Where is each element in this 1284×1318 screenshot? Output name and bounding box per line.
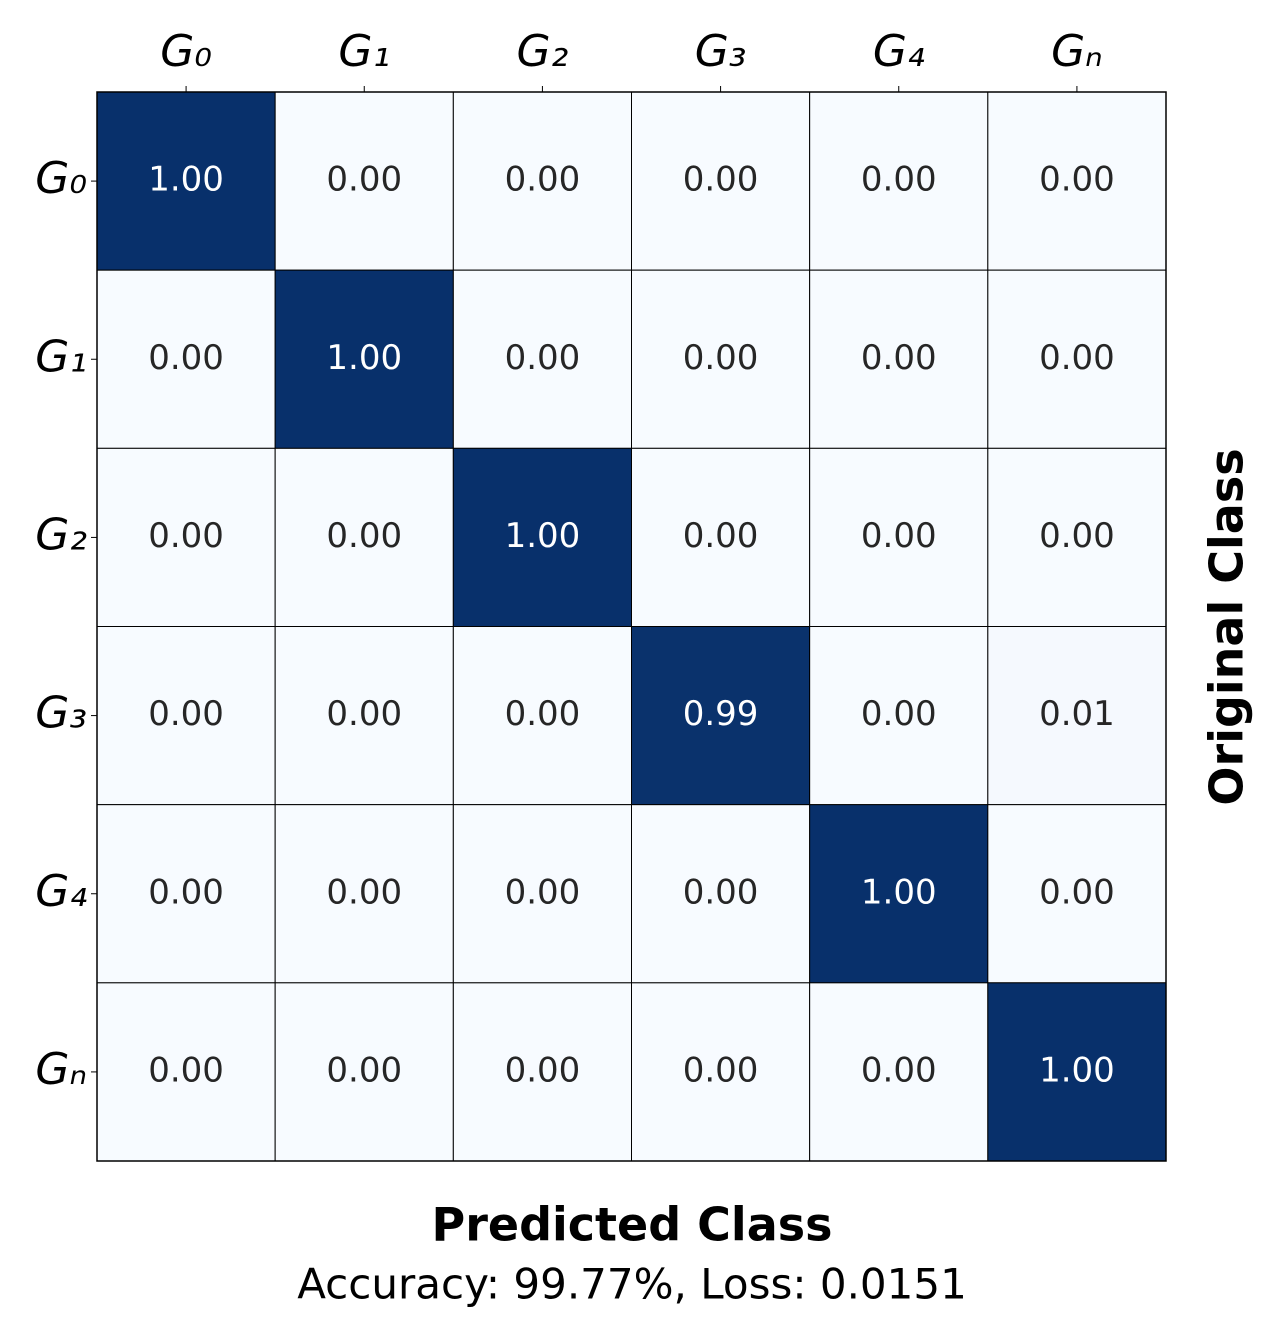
cell — [96, 447, 276, 628]
cell-label: 0.00 — [326, 872, 402, 912]
cell — [809, 91, 989, 271]
cell-label: 0.00 — [505, 872, 581, 912]
x-tick-label: G₃ — [695, 26, 747, 77]
cell-label: 0.00 — [326, 1050, 402, 1090]
cell-label: 0.00 — [1039, 516, 1115, 556]
cell — [809, 804, 989, 984]
y-tick-label: G₄ — [35, 866, 87, 917]
cell-label: 0.99 — [683, 694, 759, 734]
cell-label: 0.00 — [1039, 872, 1115, 912]
cell-label: 1.00 — [505, 516, 581, 556]
cell — [96, 804, 276, 984]
cell — [987, 269, 1167, 449]
cell-label: 0.00 — [683, 516, 759, 556]
cell-label: 0.00 — [326, 694, 402, 734]
frame — [96, 91, 1167, 1162]
cell-label: 0.00 — [683, 872, 759, 912]
cell — [987, 447, 1167, 628]
cell — [274, 447, 454, 628]
cell — [274, 91, 454, 271]
cell — [274, 804, 454, 984]
cell — [631, 269, 811, 449]
cell-label: 0.00 — [326, 160, 402, 200]
x-axis-title: Predicted Class — [431, 1198, 832, 1252]
cell — [631, 447, 811, 628]
x-tick-label: G₄ — [873, 26, 925, 77]
cell — [96, 626, 276, 806]
cell-label: 0.01 — [1039, 694, 1115, 734]
cell-label: 0.00 — [861, 516, 937, 556]
cell — [452, 626, 633, 806]
cell-label: 0.00 — [1039, 338, 1115, 378]
cell — [96, 269, 276, 449]
cell-label: 1.00 — [148, 160, 224, 200]
cell — [96, 91, 276, 271]
y-axis-title: Original Class — [1200, 448, 1254, 805]
cell — [631, 982, 811, 1162]
cell-label: 0.00 — [505, 1050, 581, 1090]
cell-label: 0.00 — [683, 160, 759, 200]
cell — [274, 269, 454, 449]
y-tick-label: G₀ — [35, 153, 87, 204]
cell — [274, 626, 454, 806]
cell-label: 1.00 — [326, 338, 402, 378]
cell — [809, 447, 989, 628]
cell-label: 0.00 — [683, 338, 759, 378]
y-tick-label: G₂ — [35, 509, 87, 560]
cell-label: 1.00 — [1039, 1050, 1115, 1090]
y-tick-label: Gₙ — [35, 1044, 87, 1095]
cell-label: 0.00 — [148, 338, 224, 378]
cell — [631, 804, 811, 984]
cell-label: 0.00 — [861, 160, 937, 200]
cell — [987, 982, 1167, 1162]
cell — [809, 982, 989, 1162]
cell-label: 0.00 — [148, 694, 224, 734]
cell-label: 0.00 — [148, 872, 224, 912]
cell-label: 0.00 — [861, 694, 937, 734]
cell-label: 0.00 — [148, 516, 224, 556]
cell — [631, 91, 811, 271]
cell — [631, 626, 811, 806]
cell-label: 0.00 — [148, 1050, 224, 1090]
x-tick-label: G₁ — [338, 26, 390, 77]
cell-label: 0.00 — [683, 1050, 759, 1090]
x-tick-label: G₀ — [160, 26, 212, 77]
cell — [809, 626, 989, 806]
cell-label: 0.00 — [861, 1050, 937, 1090]
cell-label: 0.00 — [505, 694, 581, 734]
cell — [987, 91, 1167, 271]
y-tick-label: G₃ — [35, 688, 87, 739]
y-tick-label: G₁ — [35, 331, 87, 382]
cell — [452, 447, 633, 628]
subtitle: Accuracy: 99.77%, Loss: 0.0151 — [297, 1260, 967, 1309]
x-tick-label: Gₙ — [1051, 26, 1103, 77]
cell-label: 0.00 — [505, 338, 581, 378]
cell-label: 0.00 — [1039, 160, 1115, 200]
x-tick-label: G₂ — [517, 26, 569, 77]
cell-label: 0.00 — [505, 160, 581, 200]
cell-label: 0.00 — [861, 338, 937, 378]
cell-label: 1.00 — [861, 872, 937, 912]
cell-label: 0.00 — [326, 516, 402, 556]
cell — [452, 804, 633, 984]
cell — [96, 982, 276, 1162]
